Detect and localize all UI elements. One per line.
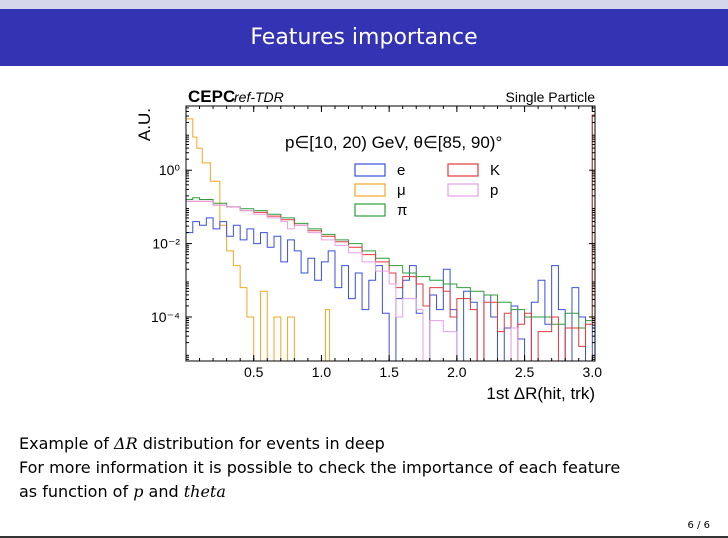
line-3-and: and [143, 482, 184, 501]
cepc-label: CEPC [188, 87, 235, 106]
legend-label-mu: μ [397, 182, 406, 199]
legend-label-pi: π [397, 202, 407, 219]
x-tick-label-1: 1.0 [312, 364, 332, 380]
line-3: as function of p and theta [19, 480, 719, 504]
legend-swatch-pi [354, 203, 386, 217]
legend-label-K: K [490, 162, 500, 179]
legend-label-p: p [490, 182, 498, 199]
x-tick-label-0: 0.5 [244, 364, 264, 380]
body-text: Example of ΔR distribution for events in… [19, 432, 719, 504]
line-1-prefix: Example of [19, 434, 115, 453]
legend-swatch-p [447, 183, 479, 197]
x-tick-label-2: 1.5 [379, 364, 399, 380]
x-tick-label-5: 3.0 [583, 364, 603, 380]
series-e [185, 114, 596, 362]
series-K [185, 114, 596, 362]
y-tick-label-2: 10⁻⁴ [151, 309, 180, 325]
footer-line [0, 536, 728, 538]
annotation-text: p∈[10, 20) GeV, θ∈[85, 90)° [285, 133, 502, 152]
x-axis-label: 1st ΔR(hit, trk) [486, 384, 595, 403]
reftdr-label: ref-TDR [234, 89, 284, 105]
title-bar: Features importance [0, 9, 728, 66]
theta-math: theta [183, 482, 226, 501]
legend-label-e: e [397, 162, 405, 179]
legend-swatch-mu [354, 183, 386, 197]
x-tick-label-4: 2.5 [515, 364, 535, 380]
series-p [185, 200, 595, 362]
y-tick-label-0: 10⁰ [159, 162, 181, 178]
histogram-chart: 0.5 1.0 1.5 2.0 2.5 3.0 10⁰ 10⁻² 10⁻⁴ CEPCref-TDR… [135, 87, 603, 403]
y-tick-label-1: 10⁻² [152, 236, 180, 252]
plot-frame [185, 105, 596, 362]
top-strip [0, 0, 728, 9]
line-3-prefix: as function of [19, 482, 134, 501]
legend-swatch-K [447, 163, 479, 177]
slide-title: Features importance [250, 25, 478, 50]
page-number: 6 / 6 [687, 520, 710, 531]
series-mu [185, 118, 595, 362]
single-particle-label: Single Particle [506, 89, 596, 105]
y-axis-label: A.U. [135, 108, 154, 141]
line-1-suffix: distribution for events in deep [137, 434, 385, 453]
legend-swatch-e [354, 163, 386, 177]
line-2: For more information it is possible to c… [19, 458, 621, 477]
x-tick-label-3: 2.0 [447, 364, 467, 380]
delta-r-math: ΔR [114, 434, 138, 453]
p-math: p [133, 482, 144, 501]
line-1: Example of ΔR distribution for events in… [19, 432, 719, 456]
